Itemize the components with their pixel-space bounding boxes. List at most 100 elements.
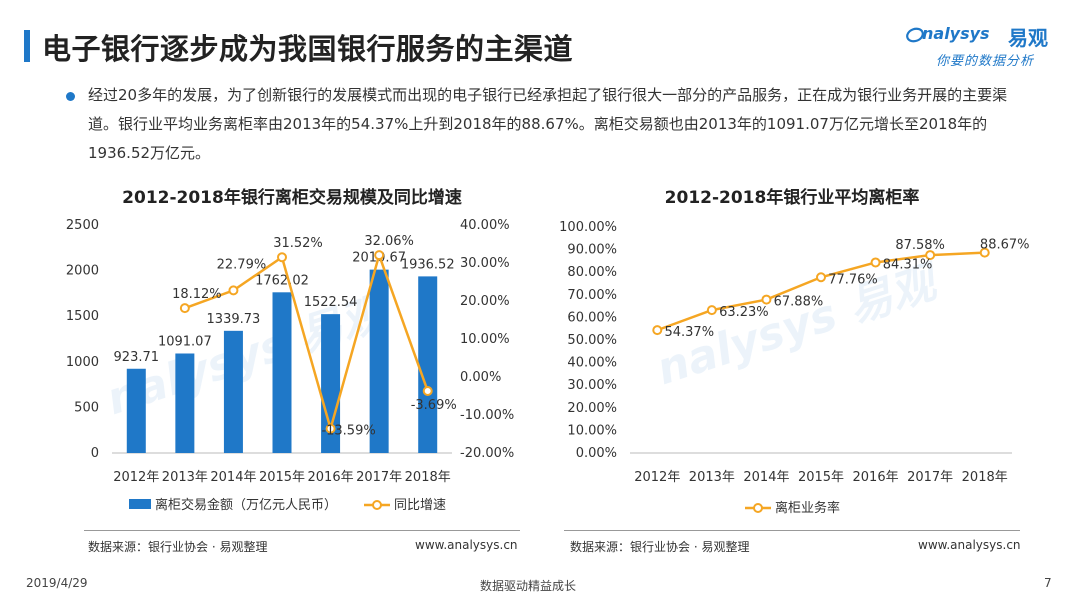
chart1-y-right-tick: 30.00%	[460, 256, 510, 271]
chart2-legend-marker	[753, 503, 763, 513]
chart2-y-tick: 50.00%	[567, 333, 617, 348]
chart1-x-tick: 2017年	[356, 470, 402, 485]
divider-left	[84, 530, 520, 531]
chart2-x-tick: 2017年	[907, 470, 953, 485]
logo-slogan: 你要的数据分析	[936, 54, 1035, 69]
chart2-rate-point	[870, 257, 881, 268]
chart2-y-tick: 0.00%	[576, 446, 617, 461]
chart1-bar-label: 1762.02	[255, 273, 309, 288]
chart1-growth-label: 31.52%	[273, 236, 323, 251]
chart2-x-tick: 2012年	[634, 470, 680, 485]
chart1-growth-point	[374, 250, 385, 261]
chart1-y-right-tick: 40.00%	[460, 218, 510, 233]
chart2-legend-label: 离柜业务率	[775, 500, 840, 516]
chart1-y-left-tick: 1500	[66, 309, 99, 324]
chart1-growth-line	[184, 251, 429, 434]
chart1-x-tick: 2016年	[308, 470, 354, 485]
chart1-y-right-tick: -10.00%	[460, 408, 514, 423]
chart1-y-left-tick: 1000	[66, 355, 99, 370]
chart1-legend-bar-label: 离柜交易金额（万亿元人民币）	[155, 497, 337, 513]
chart1-x-tick: 2018年	[405, 470, 451, 485]
chart2-rate-point	[652, 325, 663, 336]
chart2-rate-label: 84.31%	[883, 257, 933, 272]
chart1-growth-label: 32.06%	[364, 234, 414, 249]
chart1-legend-line-marker	[372, 500, 382, 510]
chart2-y-tick: 90.00%	[567, 243, 617, 258]
chart1-growth-label: -3.69%	[411, 398, 457, 413]
chart1-bar-label: 1339.73	[207, 312, 261, 327]
chart2-rate-point	[979, 247, 990, 258]
chart1-bar-label: 1936.52	[401, 257, 455, 272]
chart2-x-tick: 2016年	[853, 470, 899, 485]
chart1-legend-bar-swatch	[129, 499, 151, 509]
chart1-bar	[223, 330, 243, 453]
chart1-growth-label: 22.79%	[217, 257, 267, 272]
chart1-growth-point	[277, 252, 287, 263]
chart2-y-tick: 100.00%	[559, 220, 617, 235]
chart1-legend-line-label: 同比增速	[394, 498, 446, 513]
chart1-x-tick: 2013年	[162, 470, 208, 485]
chart1-y-left-tick: 2500	[66, 218, 99, 233]
chart1-x-tick: 2012年	[113, 470, 159, 485]
chart1-bar-label: 1522.54	[304, 295, 358, 310]
chart1-growth-point	[179, 303, 190, 314]
chart1-x-tick: 2015年	[259, 470, 305, 485]
page-number: 7	[1044, 576, 1052, 590]
chart1-source-url[interactable]: www.analysys.cn	[415, 538, 518, 552]
chart1-y-left-tick: 500	[74, 400, 99, 415]
chart2-rate-label: 54.37%	[664, 325, 714, 340]
chart1-bar	[369, 269, 389, 453]
chart2-source: 数据来源：银行业协会 · 易观整理	[570, 540, 750, 554]
chart2-y-tick: 40.00%	[567, 356, 617, 371]
chart1-title: 2012-2018年银行离柜交易规模及同比增速	[122, 188, 462, 208]
chart2-rate-point	[925, 250, 936, 261]
chart2-y-tick: 10.00%	[567, 423, 617, 438]
chart2-x-tick: 2014年	[743, 470, 789, 485]
chart2-y-tick: 20.00%	[567, 401, 617, 416]
page-title: 电子银行逐步成为我国银行服务的主渠道	[42, 32, 574, 66]
chart1-x-tick: 2014年	[210, 470, 256, 485]
chart2-rate-point	[761, 294, 772, 305]
chart2-rate-line	[656, 251, 985, 332]
chart2-rate-point	[816, 272, 826, 283]
chart2-rate-label: 67.88%	[774, 295, 824, 310]
chart2-x-tick: 2018年	[962, 470, 1008, 485]
chart1-growth-point	[228, 285, 239, 296]
title-accent-bar	[24, 30, 30, 62]
chart1-y-left-tick: 0	[91, 446, 99, 461]
chart1-source: 数据来源：银行业协会 · 易观整理	[88, 540, 268, 554]
chart1-bar	[175, 353, 195, 453]
chart1-growth-point	[422, 386, 433, 397]
footer-date: 2019/4/29	[26, 576, 88, 590]
chart1-y-left-tick: 2000	[66, 264, 99, 279]
bullet-dot-icon	[66, 92, 75, 101]
summary-paragraph: 经过20多年的发展，为了创新银行的发展模式而出现的电子银行已经承担起了银行很大一…	[88, 86, 1008, 162]
chart2-y-tick: 30.00%	[567, 378, 617, 393]
chart1-y-right-tick: 0.00%	[460, 370, 501, 385]
logo-text-cn: 易观	[1008, 26, 1048, 50]
divider-right	[564, 530, 1020, 531]
logo-mark-icon	[906, 27, 924, 43]
chart1-bar-label: 1091.07	[158, 334, 212, 349]
chart2-source-url[interactable]: www.analysys.cn	[918, 538, 1021, 552]
chart2-rate-label: 77.76%	[828, 272, 878, 287]
logo-text-en: nalysys	[922, 24, 990, 43]
chart2-x-tick: 2015年	[798, 470, 844, 485]
chart1-y-right-tick: 10.00%	[460, 332, 510, 347]
chart1-y-right-tick: 20.00%	[460, 294, 510, 309]
chart1-bar	[321, 314, 341, 453]
chart1-y-right-tick: -20.00%	[460, 446, 514, 461]
chart2-y-tick: 70.00%	[567, 288, 617, 303]
chart2-rate-point	[706, 305, 717, 316]
chart2-title: 2012-2018年银行业平均离柜率	[664, 188, 920, 208]
chart1-bar	[272, 292, 292, 453]
chart2-y-tick: 60.00%	[567, 310, 617, 325]
chart1-growth-point	[325, 423, 336, 434]
chart2-rate-label: 88.67%	[980, 238, 1030, 253]
chart2-rate-label: 63.23%	[719, 305, 769, 320]
chart2-x-tick: 2013年	[689, 470, 735, 485]
chart1-growth-label: 18.12%	[172, 287, 222, 302]
chart2-rate-label: 87.58%	[895, 238, 945, 253]
analysys-logo: nalysys 易观 你要的数据分析	[906, 24, 1062, 74]
